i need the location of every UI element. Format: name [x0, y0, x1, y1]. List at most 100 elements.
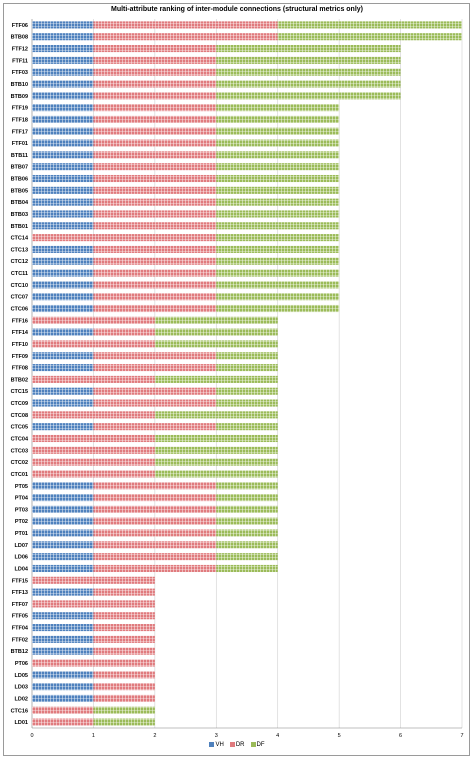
- bar-segment-dr: [93, 222, 217, 230]
- bar-segment-dr: [93, 198, 217, 206]
- bar-segment-dr: [93, 529, 217, 537]
- bar-segment-df: [216, 269, 340, 277]
- y-category-label: FTF16: [12, 318, 28, 324]
- x-tick-label: 0: [30, 733, 33, 739]
- y-category-label: CTC01: [11, 472, 28, 478]
- y-category-label: PT06: [15, 661, 28, 667]
- bar-segment-df: [216, 564, 278, 573]
- bar-segment-dr: [93, 104, 217, 112]
- bar-segment-df: [216, 505, 278, 513]
- bar-segment-df: [216, 234, 340, 242]
- y-category-label: BTB03: [11, 212, 28, 218]
- legend: VH DR DF: [0, 742, 474, 748]
- bar-segment-dr: [32, 458, 155, 466]
- y-category-label: PT04: [15, 496, 29, 502]
- bar-segment-df: [216, 482, 278, 490]
- y-category-label: LD02: [15, 696, 28, 702]
- legend-swatch: [209, 742, 215, 747]
- y-category-label: BTB02: [11, 377, 28, 383]
- y-category-label: FTF10: [12, 342, 28, 348]
- bar-segment-dr: [32, 340, 155, 348]
- bar-segment-vh: [32, 245, 94, 253]
- bar-segment-vh: [32, 612, 94, 620]
- bar-segment-vh: [32, 139, 94, 147]
- bar-segment-vh: [32, 647, 94, 655]
- bar-segment-dr: [93, 588, 155, 596]
- bar-segment-vh: [32, 529, 94, 537]
- bar-segment-vh: [32, 151, 94, 159]
- legend-item-dr: DR: [229, 742, 245, 748]
- x-tick-label: 2: [153, 733, 156, 739]
- bar-segment-dr: [93, 269, 217, 277]
- y-category-label: CTC06: [11, 307, 28, 313]
- bar-segment-vh: [32, 80, 94, 88]
- bar-segment-df: [216, 92, 401, 100]
- bar-segment-vh: [32, 541, 94, 549]
- bar-segment-df: [216, 174, 340, 183]
- y-category-label: CTC10: [11, 283, 28, 289]
- bar-segment-vh: [32, 517, 94, 525]
- x-tick-label: 5: [338, 733, 341, 739]
- bar-segment-vh: [32, 269, 94, 277]
- bar-segment-vh: [32, 553, 94, 561]
- bar-segment-df: [216, 245, 340, 253]
- y-category-label: CTC15: [11, 389, 28, 395]
- bar-segment-df: [216, 541, 278, 549]
- y-category-label: PT05: [15, 484, 28, 490]
- bar-segment-vh: [32, 624, 94, 632]
- bar-segment-vh: [32, 694, 94, 703]
- bar-segment-df: [216, 387, 278, 395]
- bar-segment-df: [154, 446, 278, 454]
- bar-segment-dr: [93, 647, 155, 655]
- bar-segment-dr: [32, 470, 155, 478]
- bar-segment-dr: [93, 635, 155, 643]
- y-category-label: BTB06: [11, 177, 28, 183]
- y-category-label: FTF12: [12, 47, 28, 53]
- bar-segment-vh: [32, 44, 94, 53]
- bar-segment-df: [154, 458, 278, 466]
- bar-segment-vh: [32, 21, 94, 29]
- y-category-label: BTB11: [11, 153, 28, 159]
- bar-segment-dr: [93, 210, 217, 218]
- bar-segment-vh: [32, 482, 94, 490]
- bar-segment-dr: [93, 21, 278, 29]
- bar-segment-dr: [93, 115, 217, 123]
- y-category-label: CTC03: [11, 448, 28, 454]
- bar-segment-dr: [93, 541, 217, 549]
- y-category-label: CTC02: [11, 460, 28, 466]
- y-category-label: CTC11: [11, 271, 28, 277]
- bar-segment-df: [216, 186, 340, 194]
- y-category-label: FTF11: [12, 58, 28, 64]
- bar-segment-df: [216, 423, 278, 431]
- bar-segment-dr: [32, 234, 217, 242]
- bar-segment-dr: [93, 151, 217, 159]
- y-category-label: LD06: [15, 555, 28, 561]
- bar-segment-df: [216, 399, 278, 407]
- y-category-label: FTF18: [12, 117, 28, 123]
- bar-segment-dr: [93, 364, 217, 372]
- bar-segment-vh: [32, 92, 94, 100]
- bar-segment-df: [216, 553, 278, 561]
- bar-segment-dr: [93, 293, 217, 301]
- bar-segment-df: [216, 364, 278, 372]
- bar-segment-df: [216, 104, 340, 112]
- y-category-label: FTF14: [12, 330, 29, 336]
- bar-segment-dr: [93, 56, 217, 64]
- bar-segment-df: [216, 151, 340, 159]
- y-category-label: FTF01: [12, 141, 28, 147]
- y-category-label: CTC07: [11, 295, 28, 301]
- bar-segment-vh: [32, 127, 94, 135]
- bar-segment-vh: [32, 163, 94, 171]
- bar-segment-vh: [32, 588, 94, 596]
- bar-segment-vh: [32, 293, 94, 301]
- bar-segment-df: [216, 139, 340, 147]
- bar-segment-dr: [93, 92, 217, 100]
- bar-segment-dr: [93, 683, 155, 691]
- bar-segment-dr: [32, 375, 155, 383]
- bar-segment-df: [154, 316, 278, 324]
- bar-segment-df: [216, 210, 340, 218]
- bar-segment-dr: [32, 576, 155, 584]
- legend-label: DF: [256, 742, 265, 749]
- legend-item-vh: VH: [209, 742, 224, 748]
- bar-segment-dr: [32, 659, 155, 667]
